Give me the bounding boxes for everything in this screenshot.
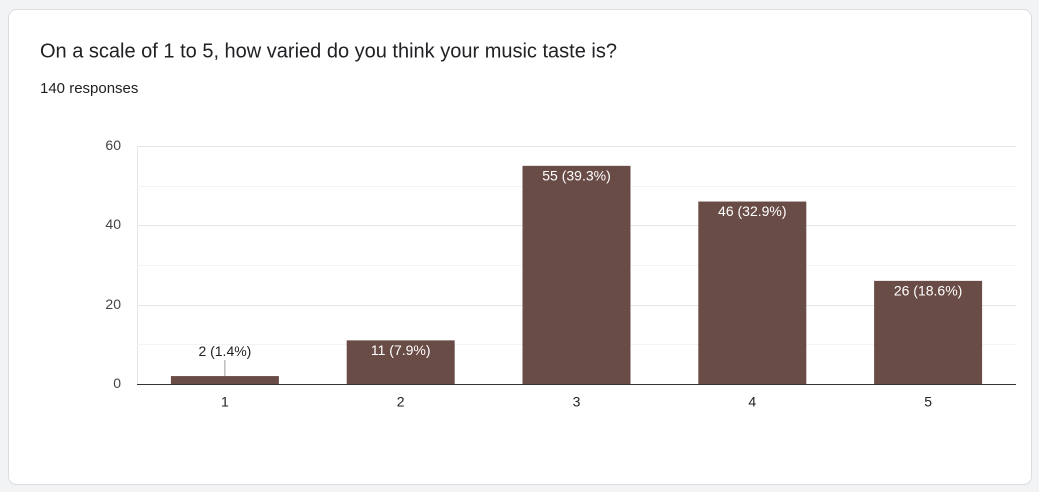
x-tick-label: 3 xyxy=(573,394,581,410)
chart-title: On a scale of 1 to 5, how varied do you … xyxy=(40,40,617,62)
data-label: 55 (39.3%) xyxy=(542,168,610,184)
data-label: 26 (18.6%) xyxy=(894,283,962,299)
data-label: 46 (32.9%) xyxy=(718,203,786,219)
bar xyxy=(874,280,983,384)
response-count: 140 responses xyxy=(40,80,138,97)
y-tick-label: 40 xyxy=(105,216,121,232)
data-label: 2 (1.4%) xyxy=(198,343,251,359)
bar xyxy=(346,340,455,384)
x-tick-label: 1 xyxy=(221,394,229,410)
bar xyxy=(698,201,807,384)
x-tick-label: 2 xyxy=(397,394,405,410)
card xyxy=(8,9,1032,485)
bar xyxy=(522,165,631,384)
x-tick-label: 4 xyxy=(748,394,756,410)
y-tick-label: 0 xyxy=(113,375,121,391)
y-tick-label: 60 xyxy=(105,137,121,153)
x-tick-label: 5 xyxy=(924,394,932,410)
bar xyxy=(170,376,279,384)
data-label: 11 (7.9%) xyxy=(371,342,431,358)
y-tick-label: 20 xyxy=(105,296,121,312)
